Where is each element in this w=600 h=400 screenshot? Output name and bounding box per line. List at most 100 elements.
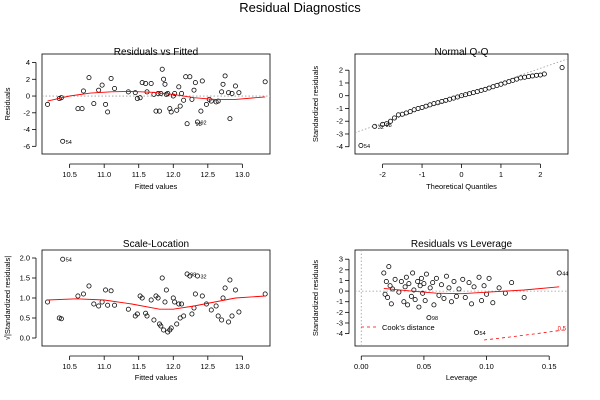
smoother-line xyxy=(47,90,266,102)
data-point xyxy=(486,85,492,91)
point-annotation: 54 xyxy=(364,144,370,150)
data-point xyxy=(415,279,421,284)
y-tick-label: -4 xyxy=(23,125,30,134)
data-point xyxy=(199,78,205,84)
x-tick-label: 11.0 xyxy=(97,170,111,179)
x-axis-label: Theoretical Quantiles xyxy=(426,182,497,191)
x-tick-label: -2 xyxy=(379,170,386,179)
data-point xyxy=(172,91,178,96)
data-point xyxy=(387,283,393,289)
point-annotation: 32 xyxy=(378,125,384,131)
data-point xyxy=(481,283,487,289)
legend-label: Cook's distance xyxy=(382,323,435,332)
point-annotation: 44 xyxy=(562,272,568,278)
plot-frame xyxy=(354,249,569,347)
data-point xyxy=(462,294,468,300)
data-point xyxy=(220,81,226,87)
point-annotation: 54 xyxy=(480,331,486,337)
data-point xyxy=(236,90,242,96)
plot-frame xyxy=(41,249,271,347)
data-point xyxy=(153,108,159,114)
smoother-line xyxy=(47,295,266,310)
data-point xyxy=(60,138,66,144)
data-point xyxy=(86,283,92,289)
data-point xyxy=(168,325,174,331)
data-point xyxy=(203,101,209,107)
data-point xyxy=(556,270,562,276)
data-point xyxy=(384,121,390,127)
data-point xyxy=(386,264,392,270)
plot-frame xyxy=(354,53,569,155)
x-tick-label: 11.5 xyxy=(132,170,146,179)
data-point xyxy=(431,302,437,308)
x-tick-label: 2 xyxy=(538,170,542,179)
data-point xyxy=(139,295,145,301)
panel-title: Residuals vs Leverage xyxy=(411,239,513,250)
data-point xyxy=(533,72,539,78)
data-point xyxy=(226,319,232,325)
data-point xyxy=(526,74,532,80)
point-annotation: 32 xyxy=(200,275,206,281)
y-tick-label: 1 xyxy=(339,276,343,285)
data-point xyxy=(80,291,86,297)
data-point xyxy=(430,280,436,286)
y-tick-label: 2 xyxy=(26,75,30,84)
data-point xyxy=(60,256,66,262)
data-point xyxy=(419,104,425,110)
y-tick-label: -1 xyxy=(336,104,343,113)
point-annotation: 92 xyxy=(200,121,206,127)
data-point xyxy=(134,311,140,317)
data-point xyxy=(443,97,449,103)
data-point xyxy=(423,271,429,277)
data-point xyxy=(460,276,466,282)
data-point xyxy=(391,115,397,121)
data-point xyxy=(426,315,432,321)
y-axis-label: Standardized residuals xyxy=(311,260,320,337)
data-point xyxy=(159,66,165,72)
data-point xyxy=(433,275,439,281)
data-point xyxy=(388,118,393,124)
point-annotation: 98 xyxy=(196,122,202,128)
x-tick-label: 13.0 xyxy=(235,362,250,371)
panel-rvl: Residuals vs Leverage Leverage Standardize… xyxy=(311,239,569,382)
data-point xyxy=(232,83,238,89)
cooks-contour-label: 0.5 xyxy=(558,326,567,332)
data-point xyxy=(213,303,219,309)
panel-title: Residuals vs Fitted xyxy=(114,47,198,58)
data-point xyxy=(220,295,226,301)
data-point xyxy=(219,89,225,95)
data-point xyxy=(521,294,527,300)
x-tick-label: 1 xyxy=(499,170,503,179)
data-point xyxy=(103,287,109,293)
data-point xyxy=(451,279,457,284)
data-point xyxy=(105,302,111,308)
data-point xyxy=(407,109,413,115)
data-point xyxy=(262,79,268,85)
data-point xyxy=(494,83,500,88)
data-point xyxy=(406,281,412,287)
y-tick-label: -2 xyxy=(336,117,343,126)
data-point xyxy=(139,80,145,86)
data-point xyxy=(236,309,242,315)
figure-title: Residual Diagnostics xyxy=(239,0,361,15)
data-point xyxy=(75,293,81,299)
x-tick-label: 12.0 xyxy=(166,170,181,179)
data-point xyxy=(559,65,565,71)
data-point xyxy=(410,270,416,276)
data-point xyxy=(518,75,524,81)
data-point xyxy=(484,291,490,297)
y-axis-label: √|Standardized residuals| xyxy=(3,256,12,340)
data-point xyxy=(148,297,154,303)
data-point xyxy=(159,275,165,281)
x-tick-label: 12.5 xyxy=(201,170,216,179)
y-tick-label: 0 xyxy=(339,91,343,100)
panel-rvf: Residuals vs Fitted Fitted values Residual… xyxy=(3,47,271,191)
data-point xyxy=(436,292,442,298)
data-point xyxy=(449,299,454,305)
data-point xyxy=(99,299,105,305)
data-point xyxy=(219,317,225,323)
data-point xyxy=(456,286,462,292)
data-point xyxy=(161,76,167,82)
data-point xyxy=(530,73,535,79)
data-point xyxy=(143,310,149,316)
